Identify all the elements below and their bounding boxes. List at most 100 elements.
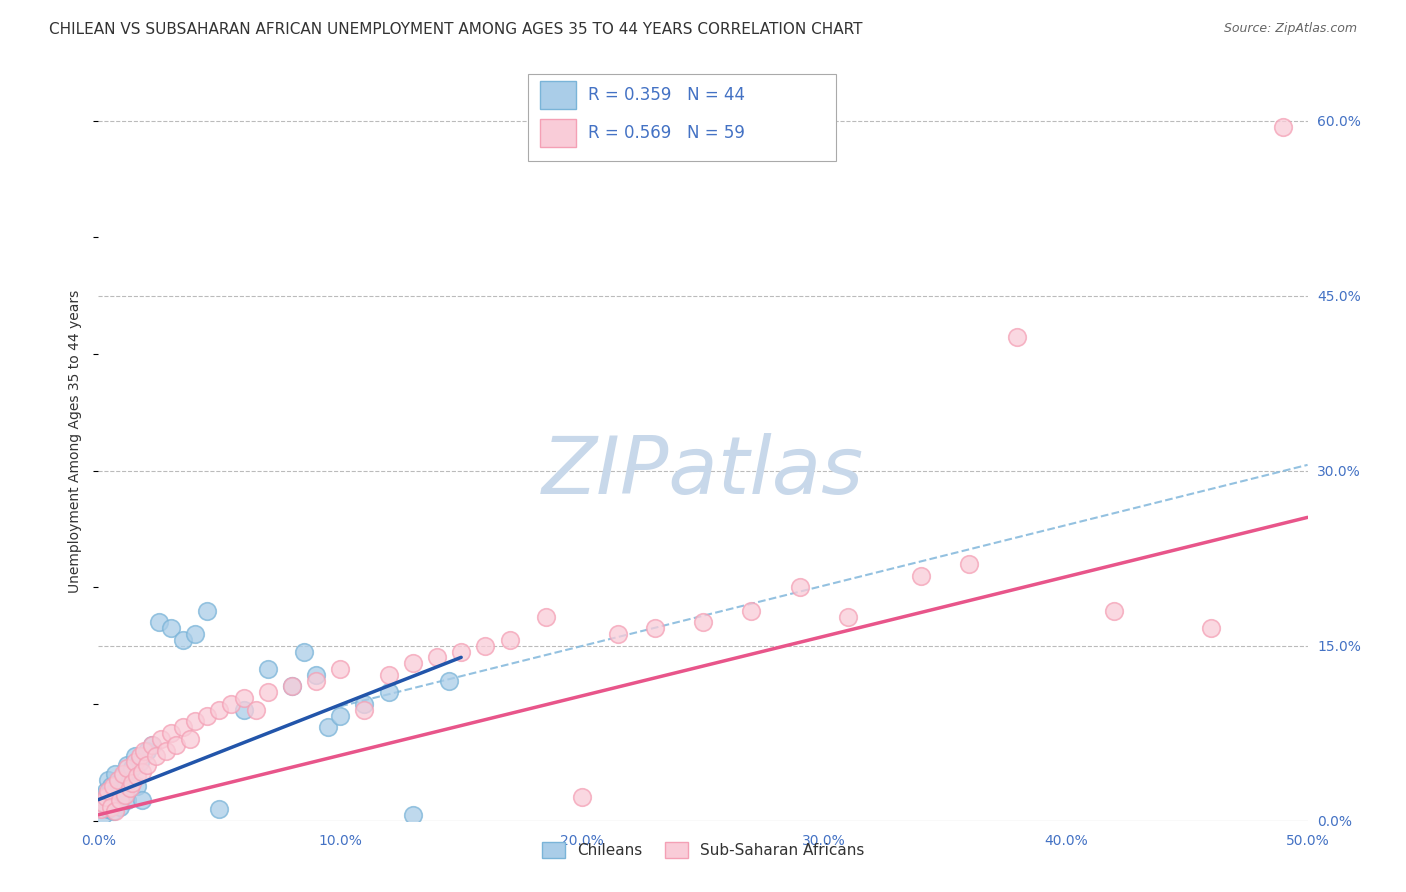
Point — [644, 621, 666, 635]
Point — [135, 757, 157, 772]
Point — [281, 680, 304, 694]
Point — [117, 761, 139, 775]
Legend: Chileans, Sub-Saharan Africans: Chileans, Sub-Saharan Africans — [534, 835, 872, 866]
Point — [108, 799, 131, 814]
Point — [135, 744, 157, 758]
Point — [107, 776, 129, 790]
Point — [740, 604, 762, 618]
Point — [97, 802, 120, 816]
Point — [305, 668, 328, 682]
Point — [232, 691, 254, 706]
Point — [172, 632, 194, 647]
Point — [377, 668, 399, 682]
Point — [145, 749, 167, 764]
Y-axis label: Unemployment Among Ages 35 to 44 years: Unemployment Among Ages 35 to 44 years — [69, 290, 83, 593]
Point — [437, 673, 460, 688]
Point — [498, 632, 520, 647]
Point — [104, 767, 127, 781]
Point — [179, 731, 201, 746]
Point — [155, 744, 177, 758]
Bar — [540, 80, 576, 110]
Point — [474, 639, 496, 653]
Point — [141, 738, 163, 752]
Point — [111, 767, 134, 781]
Point — [165, 738, 187, 752]
Point — [134, 744, 156, 758]
Point — [91, 807, 114, 822]
Point — [150, 731, 173, 746]
Point — [148, 615, 170, 630]
Point — [124, 749, 146, 764]
Point — [837, 609, 859, 624]
Point — [117, 757, 139, 772]
Point — [245, 703, 267, 717]
Point — [534, 609, 557, 624]
Point — [111, 788, 134, 802]
Point — [256, 685, 278, 699]
Point — [90, 802, 112, 816]
Point — [104, 784, 127, 798]
Point — [100, 779, 122, 793]
Point — [107, 792, 129, 806]
Point — [114, 780, 136, 795]
Point — [1007, 329, 1029, 343]
Point — [195, 604, 218, 618]
Point — [118, 780, 141, 795]
Point — [377, 685, 399, 699]
Point — [450, 644, 472, 658]
Text: CHILEAN VS SUBSAHARAN AFRICAN UNEMPLOYMENT AMONG AGES 35 TO 44 YEARS CORRELATION: CHILEAN VS SUBSAHARAN AFRICAN UNEMPLOYME… — [49, 22, 863, 37]
Point — [107, 772, 129, 787]
Text: Source: ZipAtlas.com: Source: ZipAtlas.com — [1223, 22, 1357, 36]
Point — [329, 662, 352, 676]
Point — [160, 621, 183, 635]
Point — [172, 720, 194, 734]
Point — [292, 644, 315, 658]
Point — [101, 805, 124, 819]
Point — [329, 708, 352, 723]
Point — [184, 627, 207, 641]
Point — [184, 714, 207, 729]
Point — [281, 680, 304, 694]
Point — [607, 627, 630, 641]
Point — [127, 779, 149, 793]
Point — [101, 779, 124, 793]
Point — [353, 697, 375, 711]
Point — [91, 796, 114, 810]
Point — [141, 738, 163, 752]
Point — [692, 615, 714, 630]
Point — [426, 650, 449, 665]
Point — [789, 580, 811, 594]
Point — [90, 790, 112, 805]
Point — [131, 764, 153, 779]
Point — [910, 568, 932, 582]
Point — [1102, 604, 1125, 618]
Point — [128, 749, 150, 764]
Point — [114, 788, 136, 802]
Text: R = 0.569   N = 59: R = 0.569 N = 59 — [588, 124, 745, 142]
FancyBboxPatch shape — [527, 74, 837, 161]
Point — [100, 799, 122, 814]
Point — [195, 708, 218, 723]
Point — [124, 756, 146, 770]
Point — [160, 726, 183, 740]
Point — [101, 790, 124, 805]
Point — [402, 656, 425, 670]
Point — [208, 802, 231, 816]
Bar — [540, 119, 576, 147]
Point — [305, 673, 328, 688]
Text: ZIPatlas: ZIPatlas — [541, 433, 865, 511]
Point — [108, 792, 131, 806]
Point — [957, 557, 980, 571]
Point — [571, 790, 593, 805]
Point — [104, 805, 127, 819]
Point — [131, 792, 153, 806]
Point — [97, 772, 120, 787]
Point — [94, 790, 117, 805]
Point — [402, 807, 425, 822]
Point — [208, 703, 231, 717]
Point — [121, 761, 143, 775]
Point — [118, 772, 141, 787]
Point — [97, 784, 120, 798]
Point — [121, 776, 143, 790]
Point — [100, 796, 122, 810]
